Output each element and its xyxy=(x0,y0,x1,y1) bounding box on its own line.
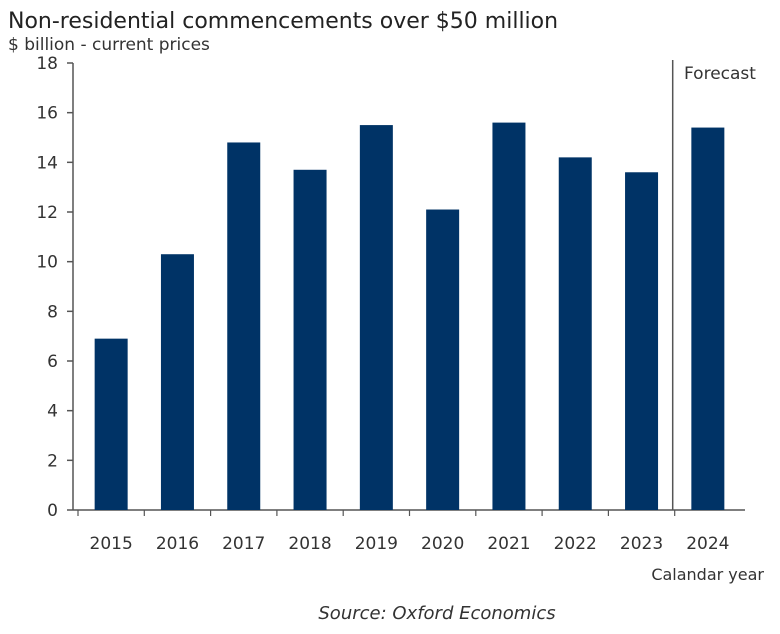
x-tick-label: 2017 xyxy=(222,534,265,554)
bar-2015 xyxy=(94,338,128,510)
x-axis-label: Calandar year xyxy=(651,565,764,584)
y-tick-label: 0 xyxy=(47,501,58,521)
bar-2017 xyxy=(227,142,261,510)
y-tick-label: 12 xyxy=(36,203,58,223)
x-tick-label: 2015 xyxy=(90,534,133,554)
bar-2018 xyxy=(293,169,327,511)
y-tick-label: 2 xyxy=(47,451,58,471)
x-tick-label: 2020 xyxy=(421,534,464,554)
x-tick-label: 2023 xyxy=(620,534,663,554)
bar-2023 xyxy=(625,172,659,510)
forecast-annotation: Forecast xyxy=(684,64,756,84)
y-tick-label: 6 xyxy=(47,352,58,372)
y-tick-label: 14 xyxy=(36,153,58,173)
x-tick-label: 2016 xyxy=(156,534,199,554)
x-tick-label: 2022 xyxy=(554,534,597,554)
bar-2021 xyxy=(492,122,526,510)
y-tick-label: 16 xyxy=(36,104,58,124)
source-note: Source: Oxford Economics xyxy=(318,603,555,624)
y-tick-label: 4 xyxy=(47,402,58,422)
x-tick-label: 2024 xyxy=(686,534,729,554)
x-tick-label: 2018 xyxy=(288,534,331,554)
bar-2016 xyxy=(160,254,194,510)
chart-subtitle: $ billion - current prices xyxy=(8,35,210,55)
bar-2024 xyxy=(691,127,725,511)
y-tick-label: 8 xyxy=(47,302,58,322)
x-tick-label: 2019 xyxy=(355,534,398,554)
bar-2019 xyxy=(359,125,393,510)
bar-2022 xyxy=(558,157,592,510)
chart-title: Non-residential commencements over $50 m… xyxy=(8,9,558,34)
x-tick-label: 2021 xyxy=(487,534,530,554)
y-tick-label: 10 xyxy=(36,253,58,273)
bar-2020 xyxy=(426,209,460,510)
y-tick-label: 18 xyxy=(36,54,58,74)
